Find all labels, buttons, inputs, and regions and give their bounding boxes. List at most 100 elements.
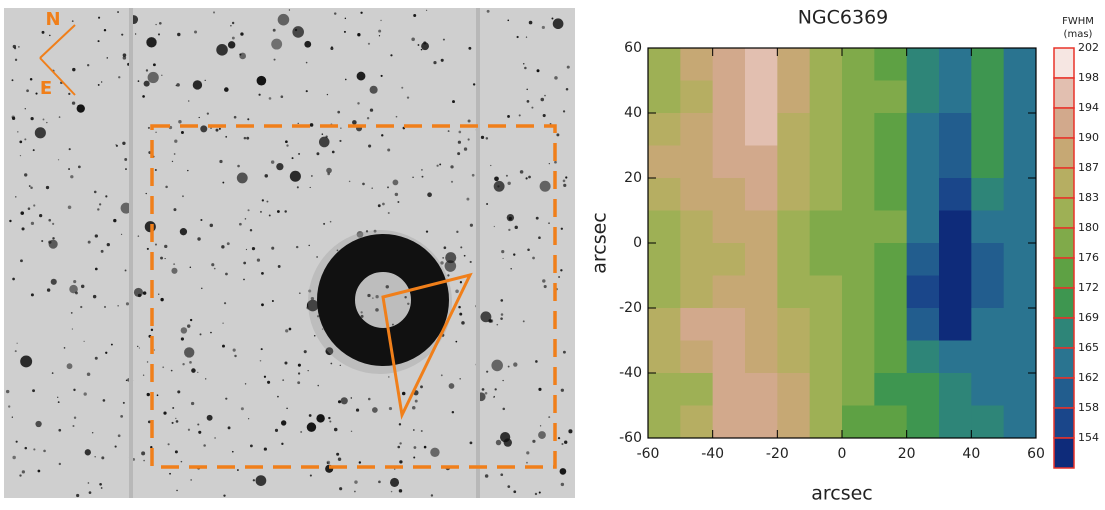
star [164, 244, 168, 249]
star [551, 17, 554, 20]
contour-cell [680, 210, 714, 244]
star [88, 491, 92, 494]
star [395, 115, 398, 118]
star [457, 140, 461, 144]
star [230, 25, 232, 27]
contour-cell [745, 145, 778, 179]
star [122, 141, 126, 145]
star [46, 288, 51, 292]
star [295, 245, 299, 249]
star [256, 75, 267, 86]
star [100, 487, 103, 489]
star [162, 366, 165, 369]
star [146, 37, 157, 48]
star [125, 168, 127, 171]
star [286, 407, 288, 410]
star [372, 407, 378, 413]
star [325, 347, 334, 356]
star [189, 266, 192, 269]
contour-cell [777, 373, 811, 406]
star [182, 363, 185, 366]
compass-east: E [40, 78, 52, 99]
star [32, 149, 35, 152]
star [42, 85, 47, 89]
contour-cell [874, 113, 908, 146]
contour-cell [648, 275, 681, 309]
contour-cell [906, 80, 940, 114]
star [24, 138, 27, 141]
star [197, 237, 201, 241]
star [259, 359, 262, 362]
star [486, 203, 489, 206]
star [120, 202, 132, 214]
contour-cell [712, 178, 746, 211]
star [50, 278, 57, 285]
star [357, 33, 361, 37]
star [271, 38, 283, 50]
star [76, 493, 80, 498]
contour-cell [745, 210, 778, 244]
star [94, 356, 98, 360]
star [513, 490, 517, 494]
star [539, 425, 542, 427]
star [407, 302, 410, 306]
star [505, 174, 508, 177]
star [234, 354, 237, 358]
contour-cell [1003, 113, 1037, 146]
star [469, 223, 473, 227]
star [83, 340, 85, 342]
star [518, 114, 521, 117]
star [26, 89, 29, 93]
star [30, 221, 35, 225]
star [309, 474, 312, 477]
star [548, 416, 551, 419]
star [173, 153, 176, 155]
star [544, 94, 546, 97]
star [340, 397, 348, 405]
star [368, 144, 372, 148]
star [27, 207, 31, 210]
contour-cell [680, 275, 714, 309]
star [209, 223, 214, 228]
star [147, 71, 159, 84]
star [554, 76, 558, 80]
star [102, 399, 106, 402]
star [201, 287, 203, 290]
contour-cell [906, 340, 940, 374]
contour-cell [712, 405, 746, 439]
star [86, 372, 91, 377]
star [430, 447, 440, 458]
star [560, 227, 563, 230]
contour-cell [809, 373, 843, 406]
star [231, 21, 235, 25]
contour-cell [745, 113, 778, 146]
star [385, 285, 389, 289]
star [174, 450, 178, 454]
star [340, 127, 342, 129]
star [33, 204, 36, 207]
star [117, 305, 119, 307]
star [138, 347, 140, 349]
star [225, 135, 228, 138]
star [288, 327, 292, 331]
star [442, 38, 445, 41]
star [125, 302, 130, 306]
star [180, 130, 184, 134]
contour-cell [777, 210, 811, 244]
star [469, 441, 473, 445]
star [413, 14, 417, 17]
star [507, 181, 511, 185]
star [29, 77, 33, 81]
star [339, 139, 342, 143]
star [343, 30, 346, 33]
star [390, 477, 400, 487]
contour-cell [971, 373, 1005, 406]
contour-cell [777, 113, 811, 146]
star [365, 230, 369, 233]
star [367, 293, 371, 298]
contour-cell [680, 145, 714, 179]
y-axis-label: arcsec [589, 212, 611, 274]
star [525, 177, 528, 180]
star [122, 53, 127, 57]
star [255, 475, 267, 486]
